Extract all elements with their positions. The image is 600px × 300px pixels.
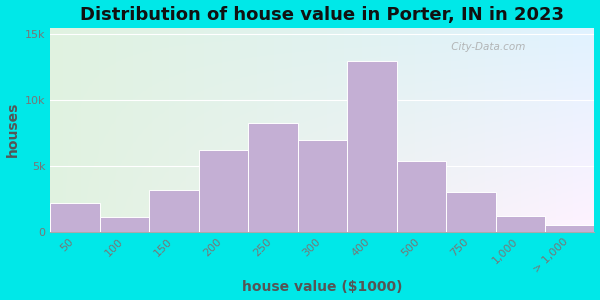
- Y-axis label: houses: houses: [5, 102, 20, 158]
- Bar: [149, 190, 199, 232]
- Title: Distribution of house value in Porter, IN in 2023: Distribution of house value in Porter, I…: [80, 6, 565, 24]
- Bar: [397, 161, 446, 232]
- Bar: [496, 216, 545, 232]
- Bar: [298, 140, 347, 232]
- X-axis label: house value ($1000): house value ($1000): [242, 280, 403, 294]
- Bar: [446, 192, 496, 232]
- Bar: [545, 225, 595, 232]
- Text: City-Data.com: City-Data.com: [448, 42, 525, 52]
- Bar: [248, 122, 298, 232]
- Bar: [199, 150, 248, 232]
- Bar: [347, 61, 397, 232]
- Bar: [50, 203, 100, 232]
- Bar: [100, 217, 149, 232]
